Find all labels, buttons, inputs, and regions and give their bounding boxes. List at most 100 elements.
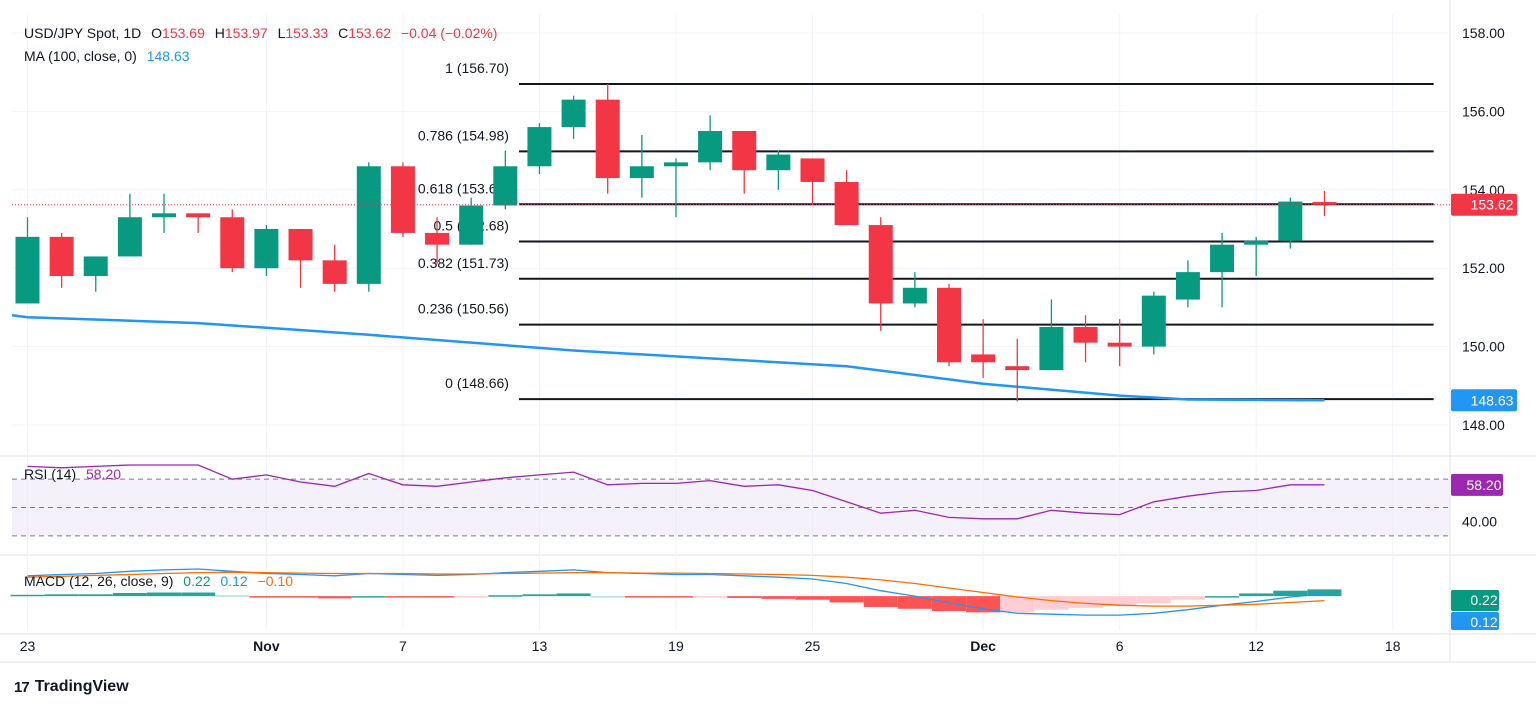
ma-legend-value: 148.63 (146, 48, 190, 64)
candle[interactable] (1244, 236, 1269, 277)
rsi-badge-bg (1451, 473, 1503, 496)
fibonacci-levels: 1 (156.70) 0.786 (154.98) 0.618 (153.63) 0.… (418, 60, 1434, 401)
candle[interactable] (663, 158, 688, 218)
candle[interactable] (117, 193, 142, 257)
time-tick-label: Nov (253, 638, 280, 654)
macd-histogram-bar (454, 596, 489, 598)
fib-level-label: 0.786 (154.98) (418, 127, 509, 143)
candle[interactable] (288, 229, 313, 288)
candle-body (1005, 366, 1030, 371)
candle[interactable] (937, 283, 962, 367)
high-value: 153.97 (224, 25, 268, 41)
candle[interactable] (15, 217, 40, 304)
time-tick-label: 12 (1248, 638, 1264, 654)
macd-histogram-bar (1068, 596, 1103, 608)
candle[interactable] (834, 170, 859, 226)
candle[interactable] (1312, 190, 1337, 217)
candle[interactable] (493, 150, 518, 210)
rsi-background-band (12, 479, 1450, 536)
candle[interactable] (186, 213, 211, 233)
rsi-badge: 58.20 (1466, 477, 1501, 493)
macd-histogram-bar (1000, 596, 1035, 613)
candle[interactable] (459, 197, 484, 245)
macd-legend[interactable]: MACD (12, 26, close, 9) 0.22 0.12 −0.10 (24, 572, 299, 590)
candle-body (1073, 327, 1098, 343)
brand-name: TradingView (34, 678, 129, 695)
candle[interactable] (152, 193, 177, 233)
candle[interactable] (698, 115, 723, 171)
macd-histogram-bar (761, 596, 796, 599)
ohlc-open: O153.69 (151, 25, 205, 41)
candle[interactable] (868, 217, 893, 331)
last-price-badge: 153.62 (1471, 197, 1514, 213)
ohlc-high: H153.97 (215, 25, 268, 41)
candle[interactable] (322, 244, 347, 292)
candle-body (732, 131, 757, 171)
candle[interactable] (1210, 232, 1235, 308)
macd-histogram-bar (897, 596, 932, 609)
candle[interactable] (971, 319, 996, 378)
candle[interactable] (902, 272, 927, 308)
candle[interactable] (425, 217, 450, 265)
fib-level-label: 0.382 (151.73) (418, 255, 509, 271)
macd-histogram-bar (283, 596, 318, 598)
ohlc-low: L153.33 (278, 25, 329, 41)
time-tick-label: 18 (1385, 638, 1401, 654)
candle-body (322, 260, 347, 284)
candle[interactable] (254, 225, 279, 277)
candle[interactable] (732, 131, 757, 194)
candle[interactable] (83, 256, 108, 292)
macd-histogram-bar (1034, 596, 1069, 610)
tradingview-brand[interactable]: 17 TradingView (14, 678, 129, 696)
tradingview-logo-icon: 17 (14, 678, 30, 696)
candle[interactable] (1107, 319, 1132, 367)
change-value: −0.04 (−0.02%) (400, 25, 498, 41)
candle[interactable] (561, 95, 586, 139)
candle[interactable] (800, 158, 825, 206)
rsi-legend-label: RSI (14) (24, 466, 77, 482)
candle[interactable] (629, 134, 654, 198)
rsi-line (27, 464, 1325, 520)
candle[interactable] (1073, 315, 1098, 363)
macd-histogram-bar (420, 596, 455, 598)
candle[interactable] (1039, 299, 1064, 371)
price-tick-label: 156.00 (1462, 103, 1505, 119)
close-value: 153.62 (348, 25, 392, 41)
candle-body (1107, 342, 1132, 347)
macd-histogram-bar (147, 592, 182, 597)
macd-histogram-bar (1307, 589, 1342, 597)
macd-badge-bg (1451, 590, 1499, 611)
ma-legend-label: MA (100, close, 0) (24, 48, 137, 64)
macd-badge: 0.22 (1470, 592, 1497, 608)
candle[interactable] (356, 162, 381, 292)
candle[interactable] (1141, 291, 1166, 355)
fib-level-label: 0 (148.66) (445, 375, 509, 391)
candle-body (220, 217, 245, 269)
macd-histogram-bar (1170, 596, 1205, 600)
ma-legend[interactable]: MA (100, close, 0) 148.63 (24, 47, 196, 65)
time-tick-label: Dec (970, 638, 996, 654)
candle[interactable] (766, 150, 791, 190)
candle[interactable] (220, 209, 245, 273)
candle-body (902, 287, 927, 304)
macd-histogram-bar (181, 592, 216, 597)
candle-body (83, 256, 108, 277)
time-tick-label: 25 (805, 638, 821, 654)
candle[interactable] (390, 162, 415, 237)
time-tick-label: 23 (20, 638, 36, 654)
candle[interactable] (527, 123, 552, 175)
macd-histogram-bar (488, 595, 523, 597)
candle[interactable] (49, 232, 74, 288)
last-price-badge-bg (1451, 193, 1517, 216)
candle[interactable] (1175, 260, 1200, 308)
candle-body (527, 127, 552, 167)
macd-histogram-bar (317, 596, 352, 599)
macd-histogram-bar (215, 595, 250, 597)
candle[interactable] (1278, 197, 1303, 249)
candle[interactable] (1005, 338, 1030, 402)
candle-body (971, 354, 996, 363)
candle[interactable] (595, 83, 620, 194)
rsi-legend[interactable]: RSI (14) 58.20 (24, 465, 127, 483)
